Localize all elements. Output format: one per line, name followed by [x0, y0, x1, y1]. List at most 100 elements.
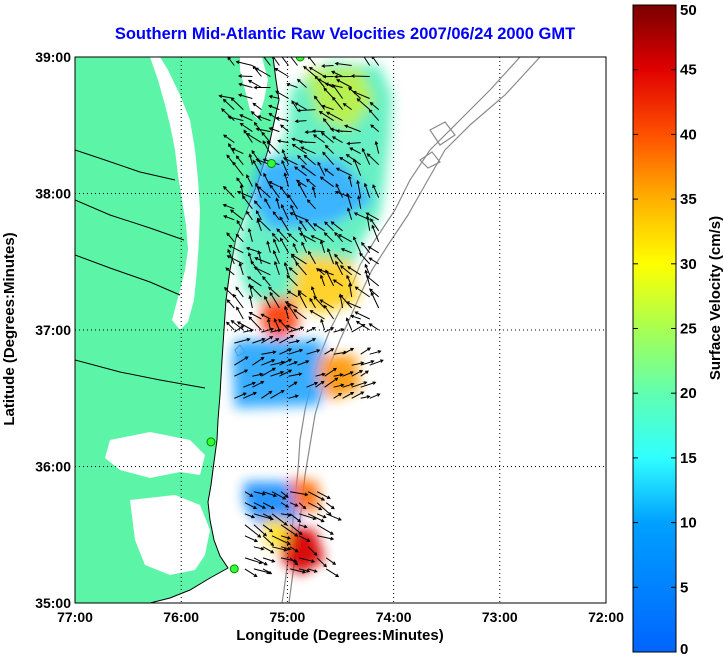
velocity-arrow: [237, 74, 253, 78]
velocity-arrow: [365, 212, 379, 221]
velocity-arrow: [254, 257, 271, 265]
velocity-arrow: [234, 337, 251, 344]
velocity-arrow: [279, 124, 289, 132]
velocity-arrow: [272, 249, 280, 265]
velocity-arrow: [289, 557, 299, 566]
velocity-arrow: [339, 156, 352, 166]
velocity-arrow: [368, 257, 379, 265]
velocity-arrow: [236, 219, 244, 232]
velocity-arrow: [251, 150, 262, 165]
velocity-arrow: [254, 67, 271, 77]
velocity-arrow: [296, 78, 307, 88]
velocity-arrow: [226, 255, 244, 265]
velocity-arrow: [354, 311, 370, 320]
velocity-arrow: [280, 237, 289, 254]
velocity-arrow: [262, 513, 273, 519]
velocity-arrow: [262, 524, 274, 533]
velocity-arrow: [333, 328, 345, 333]
velocity-arrow: [269, 291, 280, 309]
velocity-arrow: [246, 210, 253, 221]
velocity-arrow: [320, 274, 326, 287]
velocity-arrow: [234, 369, 249, 377]
velocity-arrow: [229, 209, 244, 221]
colorbar-tick-label: 50: [680, 2, 697, 19]
velocity-arrow: [312, 134, 325, 144]
velocity-arrow: [262, 568, 273, 575]
velocity-arrow: [348, 282, 353, 297]
velocity-arrow: [230, 97, 244, 110]
velocity-arrow: [297, 155, 307, 166]
velocity-arrow: [288, 381, 298, 388]
velocity-arrow: [279, 358, 293, 366]
velocity-arrow: [370, 124, 380, 132]
station-marker: [229, 564, 239, 574]
velocity-arrow: [371, 224, 380, 242]
velocity-arrow: [287, 194, 298, 210]
y-tick-label: 37:00: [35, 322, 71, 338]
velocity-arrow: [280, 546, 292, 551]
velocity-arrow: [367, 246, 379, 254]
velocity-arrow: [257, 115, 271, 122]
y-tick-labels: 35:00 36:00 37:00 38:00 39:00: [35, 49, 71, 611]
velocity-arrow: [252, 372, 264, 377]
velocity-arrow: [323, 168, 334, 177]
x-tick-label: 74:00: [376, 609, 412, 625]
velocity-arrow: [228, 245, 244, 254]
y-tick-label: 35:00: [35, 595, 71, 611]
colorbar-tick-label: 45: [680, 62, 697, 79]
velocity-arrow: [313, 295, 325, 309]
velocity-arrow: [274, 67, 289, 77]
velocity-arrow: [310, 235, 325, 243]
velocity-arrow: [244, 568, 258, 578]
velocity-arrow: [262, 546, 275, 554]
velocity-arrow: [337, 234, 352, 243]
velocity-arrow: [316, 557, 328, 568]
velocity-arrow: [268, 286, 280, 298]
velocity-arrow: [222, 203, 235, 210]
velocity-arrow: [340, 248, 352, 254]
velocity-arrow: [369, 101, 380, 110]
velocity-patch-orange-vir: [318, 355, 360, 400]
velocity-arrow: [235, 155, 244, 166]
velocity-arrow: [270, 328, 282, 333]
velocity-arrow: [300, 165, 316, 177]
velocity-arrow: [261, 131, 271, 143]
plot-area: [75, 57, 541, 603]
colorbar-tick-label: 20: [680, 385, 697, 402]
colorbar-tick-label: 35: [680, 191, 697, 208]
velocity-arrow: [324, 221, 334, 232]
velocity-arrow: [252, 381, 265, 388]
velocity-arrow: [335, 260, 344, 276]
velocity-arrow: [236, 177, 244, 187]
x-tick-label: 72:00: [588, 609, 624, 625]
velocity-arrow: [253, 266, 271, 276]
velocity-patch-red-mouth: [262, 298, 300, 340]
velocity-arrow: [262, 140, 271, 154]
velocity-arrow: [369, 288, 380, 298]
velocity-arrow: [289, 513, 302, 523]
velocity-arrow: [308, 250, 316, 265]
velocity-arrow: [327, 247, 335, 265]
velocity-arrow: [279, 348, 293, 355]
velocity-arrow: [307, 491, 326, 501]
velocity-arrow: [333, 392, 343, 399]
velocity-arrow: [339, 294, 353, 309]
velocity-arrow: [311, 185, 316, 198]
velocity-arrow: [257, 186, 271, 199]
velocity-arrow: [275, 197, 280, 209]
velocity-arrow: [315, 380, 325, 388]
velocity-arrow: [324, 348, 335, 355]
velocity-arrow: [316, 524, 334, 535]
velocity-arrow: [253, 557, 268, 566]
velocity-arrow: [309, 297, 316, 309]
velocity-arrow: [247, 276, 262, 287]
velocity-arrow: [356, 98, 371, 110]
velocity-arrow: [283, 261, 289, 276]
velocity-vectors: [218, 57, 384, 578]
velocity-arrow: [351, 323, 366, 333]
velocity-arrow: [280, 513, 292, 517]
velocity-arrow: [260, 313, 271, 320]
velocity-arrow: [252, 102, 262, 110]
velocity-arrow: [366, 153, 380, 166]
colorbar-tick-label: 0: [680, 641, 688, 658]
